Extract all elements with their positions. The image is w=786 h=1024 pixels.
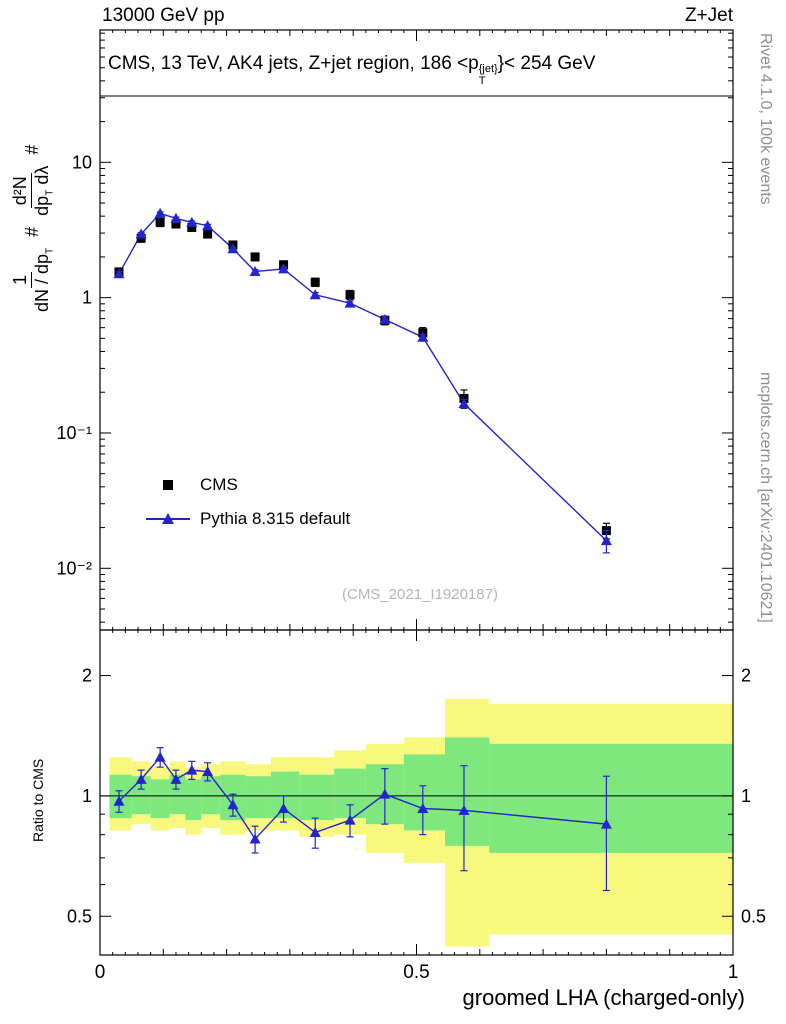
main-y-axis-title: 1 dN / dpT # d²N dpT dλ #: [10, 142, 56, 320]
pt-jet-stack: {jet} T: [478, 63, 498, 87]
ratio-y-axis-title: Ratio to CMS: [30, 758, 46, 842]
frac1-numerator: 1: [10, 271, 32, 288]
svg-text:10⁻¹: 10⁻¹: [56, 423, 92, 443]
beam-energy-label: 13000 GeV pp: [102, 5, 225, 26]
pythia-line-marker-icon: [146, 512, 190, 526]
svg-text:1: 1: [82, 786, 92, 806]
analysis-id-watermark: (CMS_2021_I1920187): [342, 586, 498, 603]
y-label-hash-2: #: [22, 144, 43, 155]
svg-text:10⁻²: 10⁻²: [56, 558, 92, 578]
y-label-fraction-2: d²N dpT dλ: [10, 164, 56, 218]
svg-text:0.5: 0.5: [741, 906, 766, 926]
svg-text:0: 0: [95, 962, 106, 983]
y-label-fraction-1: 1 dN / dpT: [10, 246, 56, 314]
legend-label-cms: CMS: [200, 475, 238, 494]
legend-label-pythia: Pythia 8.315 default: [200, 509, 351, 528]
plot-title-suffix: }< 254 GeV: [497, 53, 596, 74]
legend-item-cms: CMS: [146, 468, 350, 502]
cms-square-marker-icon: [146, 478, 190, 492]
frac2-numerator: d²N: [10, 173, 32, 209]
mcplots-attribution-note: mcplots.cern.ch [arXiv:2401.10621]: [757, 372, 774, 623]
process-label: Z+Jet: [684, 5, 733, 26]
frac1-denominator: dN / dpT: [31, 247, 56, 312]
plot-title-prefix: CMS, 13 TeV, AK4 jets, Z+jet region, 186…: [108, 53, 479, 74]
plot-title-subscript: T: [478, 74, 486, 87]
x-axis-title: groomed LHA (charged-only): [462, 985, 745, 1010]
svg-text:1: 1: [82, 288, 92, 308]
frac2-denominator: dpT dλ: [31, 165, 56, 216]
svg-text:1: 1: [741, 786, 751, 806]
svg-text:2: 2: [82, 666, 92, 686]
rivet-version-note: Rivet 4.1.0, 100k events: [757, 33, 774, 205]
plot-title: CMS, 13 TeV, AK4 jets, Z+jet region, 186…: [108, 53, 595, 87]
legend-item-pythia: Pythia 8.315 default: [146, 502, 350, 536]
legend: CMS Pythia 8.315 default: [146, 468, 350, 536]
plot-title-superscript: {jet}: [478, 63, 498, 75]
y-label-hash-1: #: [22, 226, 43, 237]
svg-text:10: 10: [72, 152, 92, 172]
svg-text:2: 2: [741, 666, 751, 686]
svg-text:0.5: 0.5: [403, 962, 429, 983]
svg-text:1: 1: [728, 962, 739, 983]
svg-text:0.5: 0.5: [67, 906, 92, 926]
